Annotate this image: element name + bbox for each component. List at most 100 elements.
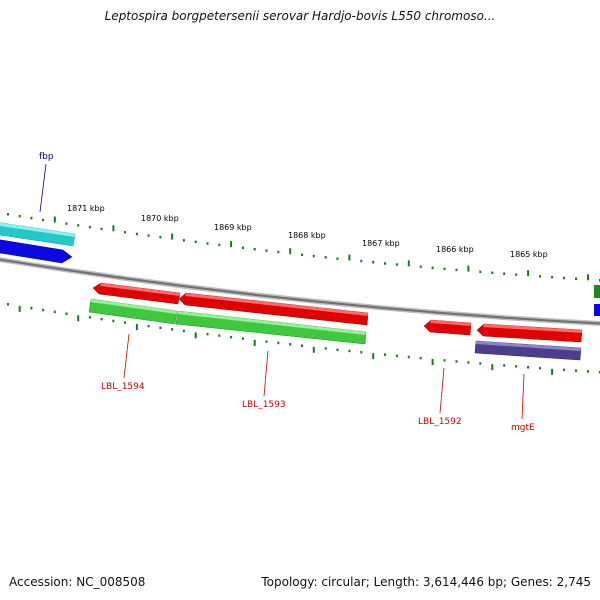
label-leader-lbl-1593	[263, 350, 269, 397]
minor-tick	[551, 275, 554, 279]
label-leader-lbl-1594	[123, 333, 130, 379]
accession-text: Accession: NC_008508	[9, 575, 146, 589]
minor-tick	[491, 271, 494, 274]
minor-tick	[241, 337, 244, 340]
minor-tick	[419, 265, 422, 268]
minor-tick	[575, 369, 577, 372]
minor-tick	[53, 310, 56, 314]
minor-tick	[384, 262, 386, 265]
gene-green-2-highlight	[177, 311, 366, 335]
major-tick	[253, 339, 256, 346]
minor-tick	[230, 335, 233, 339]
chromosome-backbone-line	[0, 258, 600, 325]
minor-tick	[253, 248, 256, 251]
minor-tick	[301, 344, 303, 347]
gene-green-2[interactable]	[175, 310, 367, 345]
minor-tick	[455, 268, 458, 272]
gene-label-lbl-1593[interactable]: LBL_1593	[242, 400, 286, 410]
minor-tick	[206, 332, 209, 336]
gene-label-lbl-1594[interactable]: LBL_1594	[101, 382, 145, 392]
major-tick	[171, 233, 174, 240]
major-tick	[289, 248, 292, 255]
minor-tick	[372, 261, 375, 264]
minor-tick	[479, 270, 482, 274]
major-tick	[467, 265, 470, 272]
minor-tick	[77, 224, 80, 227]
minor-tick	[135, 232, 138, 236]
minor-tick	[218, 243, 221, 247]
minor-tick	[419, 356, 422, 360]
minor-tick	[324, 347, 327, 350]
gene-edge-blue[interactable]	[594, 304, 600, 316]
minor-tick	[265, 340, 268, 343]
gene-label-lbl-1592[interactable]: LBL_1592	[418, 417, 462, 427]
minor-tick	[159, 326, 162, 329]
minor-tick	[147, 324, 150, 328]
minor-tick	[563, 368, 565, 372]
scale-label: 1869 kbp	[214, 223, 252, 232]
minor-tick	[241, 246, 244, 250]
minor-tick	[395, 354, 398, 358]
minor-tick	[265, 249, 268, 252]
major-tick	[372, 353, 375, 360]
major-tick	[112, 225, 115, 232]
gene-mgte[interactable]	[474, 340, 582, 361]
major-tick	[77, 315, 80, 322]
major-tick	[18, 305, 21, 312]
gene-label-mgte[interactable]: mgtE	[511, 423, 535, 433]
minor-tick	[277, 341, 280, 345]
minor-tick	[575, 277, 577, 280]
minor-tick	[395, 263, 398, 266]
minor-tick	[30, 306, 33, 310]
minor-tick	[100, 227, 103, 231]
gene-edge-darkgreen[interactable]	[594, 285, 600, 298]
minor-tick	[348, 349, 351, 353]
minor-tick	[88, 316, 91, 319]
major-tick	[551, 368, 554, 375]
gene-lbl-1594-highlight	[100, 283, 180, 296]
label-leader-mgte	[521, 373, 525, 420]
minor-tick	[194, 240, 197, 244]
minor-tick	[539, 275, 542, 278]
major-tick	[348, 254, 351, 261]
minor-tick	[7, 213, 9, 216]
minor-tick	[587, 370, 589, 373]
minor-tick	[431, 266, 434, 270]
minor-tick	[503, 364, 506, 367]
minor-tick	[124, 231, 127, 234]
major-tick	[587, 274, 589, 281]
major-tick	[53, 216, 56, 223]
minor-tick	[277, 250, 280, 254]
minor-tick	[515, 365, 518, 368]
major-tick	[407, 260, 410, 267]
minor-tick	[182, 329, 185, 333]
minor-tick	[527, 366, 530, 369]
minor-tick	[42, 218, 45, 222]
gene-red-right-highlight	[483, 324, 582, 333]
scale-label: 1870 kbp	[141, 214, 179, 223]
minor-tick	[301, 253, 303, 256]
minor-tick	[479, 362, 482, 365]
minor-tick	[563, 276, 565, 280]
gene-blue[interactable]	[0, 239, 73, 264]
minor-tick	[65, 312, 68, 315]
gene-label-fbp[interactable]: fbp	[39, 152, 54, 162]
topology-summary: Topology: circular; Length: 3,614,446 bp…	[261, 575, 591, 589]
minor-tick	[182, 239, 185, 242]
scale-label: 1871 kbp	[67, 204, 105, 213]
minor-tick	[289, 343, 292, 346]
gene-lbl-1592-highlight	[430, 320, 471, 326]
major-tick	[312, 346, 315, 353]
minor-tick	[360, 351, 363, 354]
minor-tick	[88, 225, 91, 229]
minor-tick	[455, 360, 458, 363]
major-tick	[491, 364, 494, 371]
minor-tick	[65, 222, 68, 225]
label-leader-lbl-1592	[439, 367, 445, 414]
gene-lbl-1593-highlight	[185, 293, 368, 316]
gene-lbl-1593[interactable]	[178, 292, 369, 326]
minor-tick	[336, 348, 339, 351]
minor-tick	[159, 235, 162, 239]
minor-tick	[18, 214, 21, 218]
